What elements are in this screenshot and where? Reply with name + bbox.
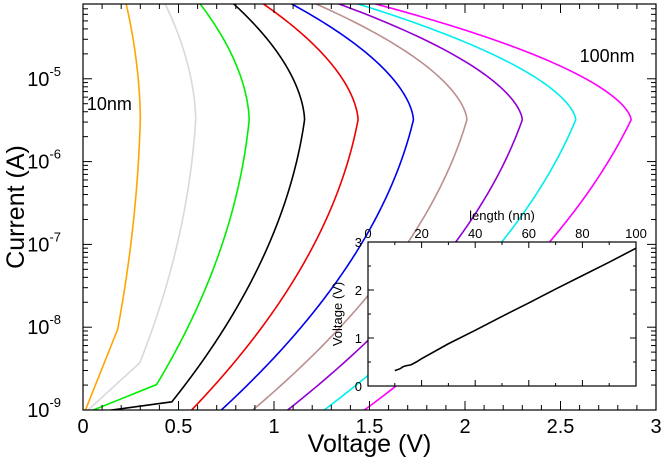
inset-y-tick-label: 3 bbox=[355, 235, 362, 250]
iv-series-20nm bbox=[86, 4, 197, 410]
inset-x-tick-label: 60 bbox=[522, 226, 536, 241]
iv-series-50nm bbox=[190, 4, 359, 410]
inset-frame bbox=[367, 241, 637, 387]
x-tick-label: 1 bbox=[268, 416, 279, 438]
iv-series-60nm bbox=[220, 4, 415, 410]
x-tick-label: 2 bbox=[459, 416, 470, 438]
iv-series-70nm bbox=[251, 4, 468, 410]
inset-series-line bbox=[394, 247, 637, 372]
inset-y-tick-label: 0 bbox=[355, 379, 362, 394]
iv-series-10nm bbox=[84, 4, 142, 410]
x-tick-label: 3 bbox=[650, 416, 661, 438]
inset-x-tick-label: 0 bbox=[364, 226, 371, 241]
y-axis-title: Current (A) bbox=[2, 145, 30, 269]
inset-y-tick-label: 2 bbox=[355, 283, 362, 298]
inset-y-tick-label: 1 bbox=[355, 331, 362, 346]
inset-x-tick-label: 100 bbox=[625, 226, 647, 241]
y-tick-label: 10-9 bbox=[27, 395, 61, 422]
inset-x-tick-label: 40 bbox=[468, 226, 482, 241]
iv-series-40nm bbox=[105, 4, 306, 410]
x-tick-label: 0.5 bbox=[165, 416, 193, 438]
y-tick-label: 10-8 bbox=[27, 312, 61, 339]
y-tick-label: 10-5 bbox=[27, 64, 61, 91]
inset-x-tick-label: 80 bbox=[575, 226, 589, 241]
x-axis-title: Voltage (V) bbox=[308, 430, 432, 458]
iv-series-30nm bbox=[91, 4, 250, 410]
inset-x-axis-title: length (nm) bbox=[469, 208, 535, 223]
inset-x-tick-label: 20 bbox=[414, 226, 428, 241]
x-tick-label: 1.5 bbox=[356, 416, 384, 438]
x-tick-label: 0 bbox=[77, 416, 88, 438]
inset-y-axis-title: Voltage (V) bbox=[330, 282, 345, 346]
curve-annotation: 100nm bbox=[580, 46, 635, 66]
y-tick-label: 10-7 bbox=[27, 229, 61, 256]
curve-annotation: 10nm bbox=[87, 94, 132, 114]
y-tick-label: 10-6 bbox=[27, 147, 61, 174]
x-tick-label: 2.5 bbox=[547, 416, 575, 438]
